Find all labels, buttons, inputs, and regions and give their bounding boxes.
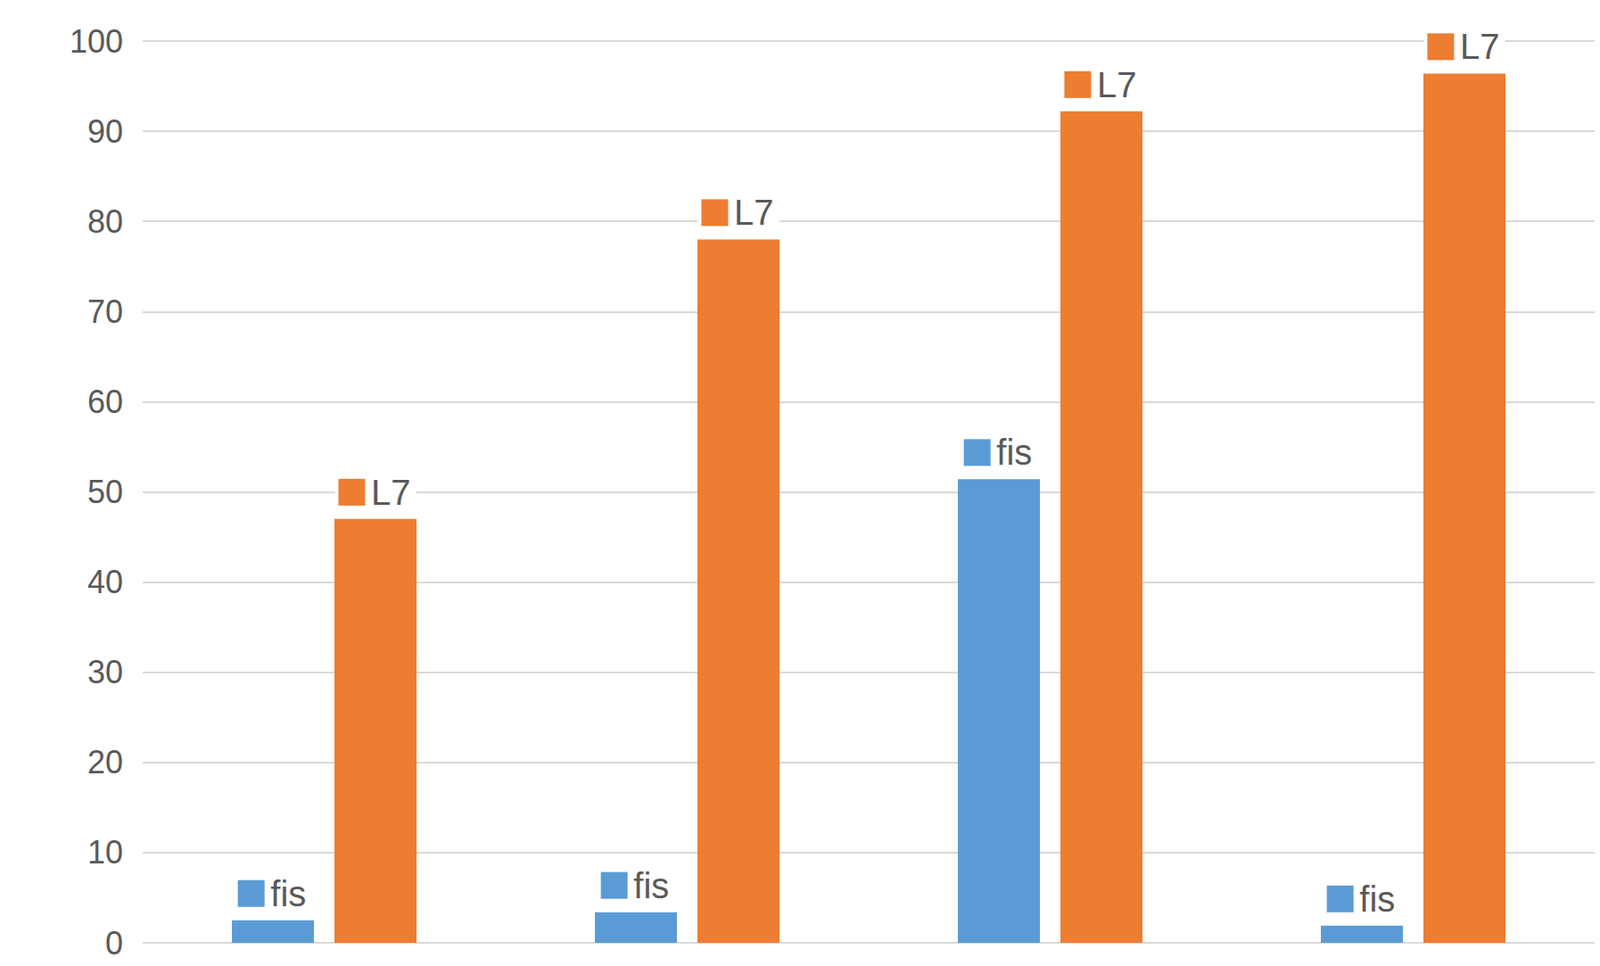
svg-text:100: 100 [69, 23, 124, 60]
svg-text:80: 80 [87, 203, 124, 240]
svg-text:70: 70 [87, 293, 124, 330]
svg-text:10: 10 [87, 833, 124, 871]
svg-text:0: 0 [105, 924, 124, 962]
svg-text:50: 50 [87, 473, 124, 511]
svg-text:20: 20 [87, 743, 124, 781]
svg-text:60: 60 [87, 383, 124, 421]
svg-text:30: 30 [87, 653, 124, 691]
svg-text:90: 90 [87, 113, 124, 150]
svg-text:L7: L7 [1459, 26, 1501, 66]
svg-text:fis: fis [633, 865, 669, 906]
svg-text:L7: L7 [371, 472, 412, 512]
svg-text:fis: fis [270, 874, 306, 914]
svg-text:L7: L7 [734, 192, 775, 232]
svg-text:fis: fis [1359, 879, 1395, 919]
svg-text:fis: fis [996, 432, 1032, 472]
svg-text:40: 40 [87, 563, 124, 601]
svg-text:L7: L7 [1096, 65, 1138, 105]
